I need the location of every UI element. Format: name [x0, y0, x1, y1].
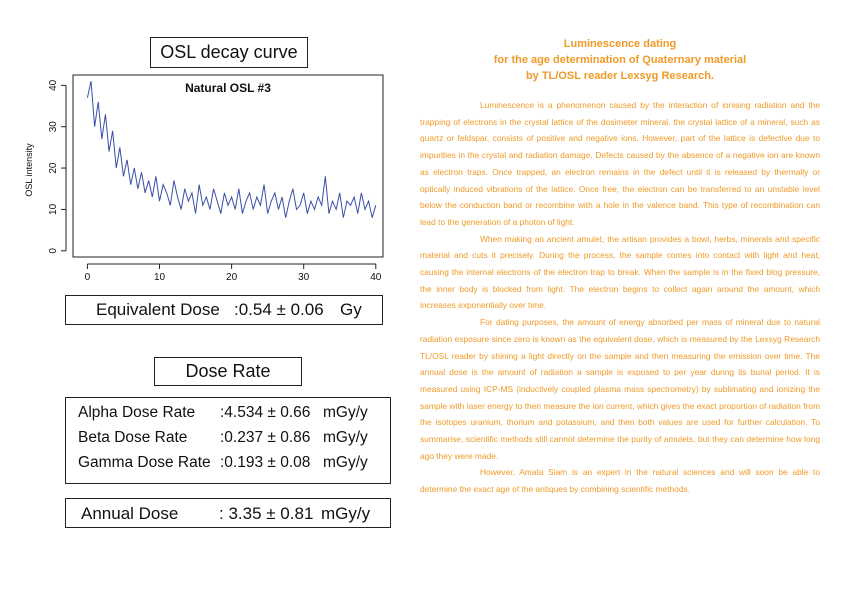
article-title: Luminescence dating for the age determina… — [420, 36, 820, 84]
title-line: for the age determination of Quaternary … — [493, 54, 747, 66]
rate-label: Beta Dose Rate — [78, 429, 188, 446]
plot-frame — [72, 74, 384, 258]
paragraph: However, Amata Siam is an expert in the … — [420, 467, 820, 495]
osl-line — [86, 81, 377, 218]
rate-label: Alpha Dose Rate — [78, 404, 196, 421]
article-body: Luminescence is a phenomenon caused by t… — [420, 97, 820, 498]
rate-value: :0.193 ± 0.08 — [220, 454, 311, 471]
dose-rate-box: Alpha Dose Rate :4.534 ± 0.66 mGy/y Beta Do… — [65, 397, 391, 484]
y-tick-label: 0 — [48, 248, 59, 254]
equivalent-dose-unit: Gy — [340, 300, 362, 319]
annual-dose-value: : 3.35 ± 0.81 — [219, 504, 314, 523]
rate-label: Gamma Dose Rate — [78, 454, 211, 471]
chart: Natural OSL #3 OSL intensity 0 10 20 30 40 0 1… — [24, 74, 384, 283]
rate-unit: mGy/y — [323, 429, 368, 446]
x-tick-label: 10 — [154, 272, 166, 283]
chart-title: Natural OSL #3 — [185, 81, 271, 95]
y-axis-label: OSL intensity — [24, 143, 34, 197]
equivalent-dose-value: :0.54 ± 0.06 — [234, 300, 324, 319]
x-tick-label: 40 — [370, 272, 382, 283]
rate-value: :4.534 ± 0.66 — [220, 404, 311, 421]
title-line: by TL/OSL reader Lexsyg Research. — [525, 70, 715, 82]
x-tick-label: 30 — [298, 272, 310, 283]
equivalent-dose-label: Equivalent Dose — [96, 300, 220, 319]
annual-dose-label: Annual Dose — [81, 504, 179, 523]
dose-rate-heading: Dose Rate — [154, 357, 302, 386]
x-tick-label: 0 — [85, 272, 91, 283]
y-tick-label: 30 — [48, 121, 59, 133]
rate-unit: mGy/y — [323, 404, 368, 421]
equivalent-dose-box: Equivalent Dose :0.54 ± 0.06 Gy — [65, 295, 383, 325]
y-tick-label: 20 — [48, 162, 59, 174]
y-tick-label: 10 — [48, 203, 59, 215]
paragraph: When making an ancient amulet, the artis… — [420, 233, 820, 311]
paragraph: Luminescence is a phenomenon caused by t… — [420, 100, 820, 227]
rate-unit: mGy/y — [323, 454, 368, 471]
y-tick-label: 40 — [48, 79, 59, 91]
annual-dose-unit: mGy/y — [321, 504, 371, 523]
curve-heading: OSL decay curve — [150, 37, 308, 68]
annual-dose-box: Annual Dose : 3.35 ± 0.81 mGy/y — [65, 498, 391, 528]
title-line: Luminescence dating — [563, 38, 677, 50]
x-tick-label: 20 — [226, 272, 238, 283]
paragraph: For dating purposes, the amount of energ… — [420, 317, 820, 461]
rate-value: :0.237 ± 0.86 — [220, 429, 311, 446]
